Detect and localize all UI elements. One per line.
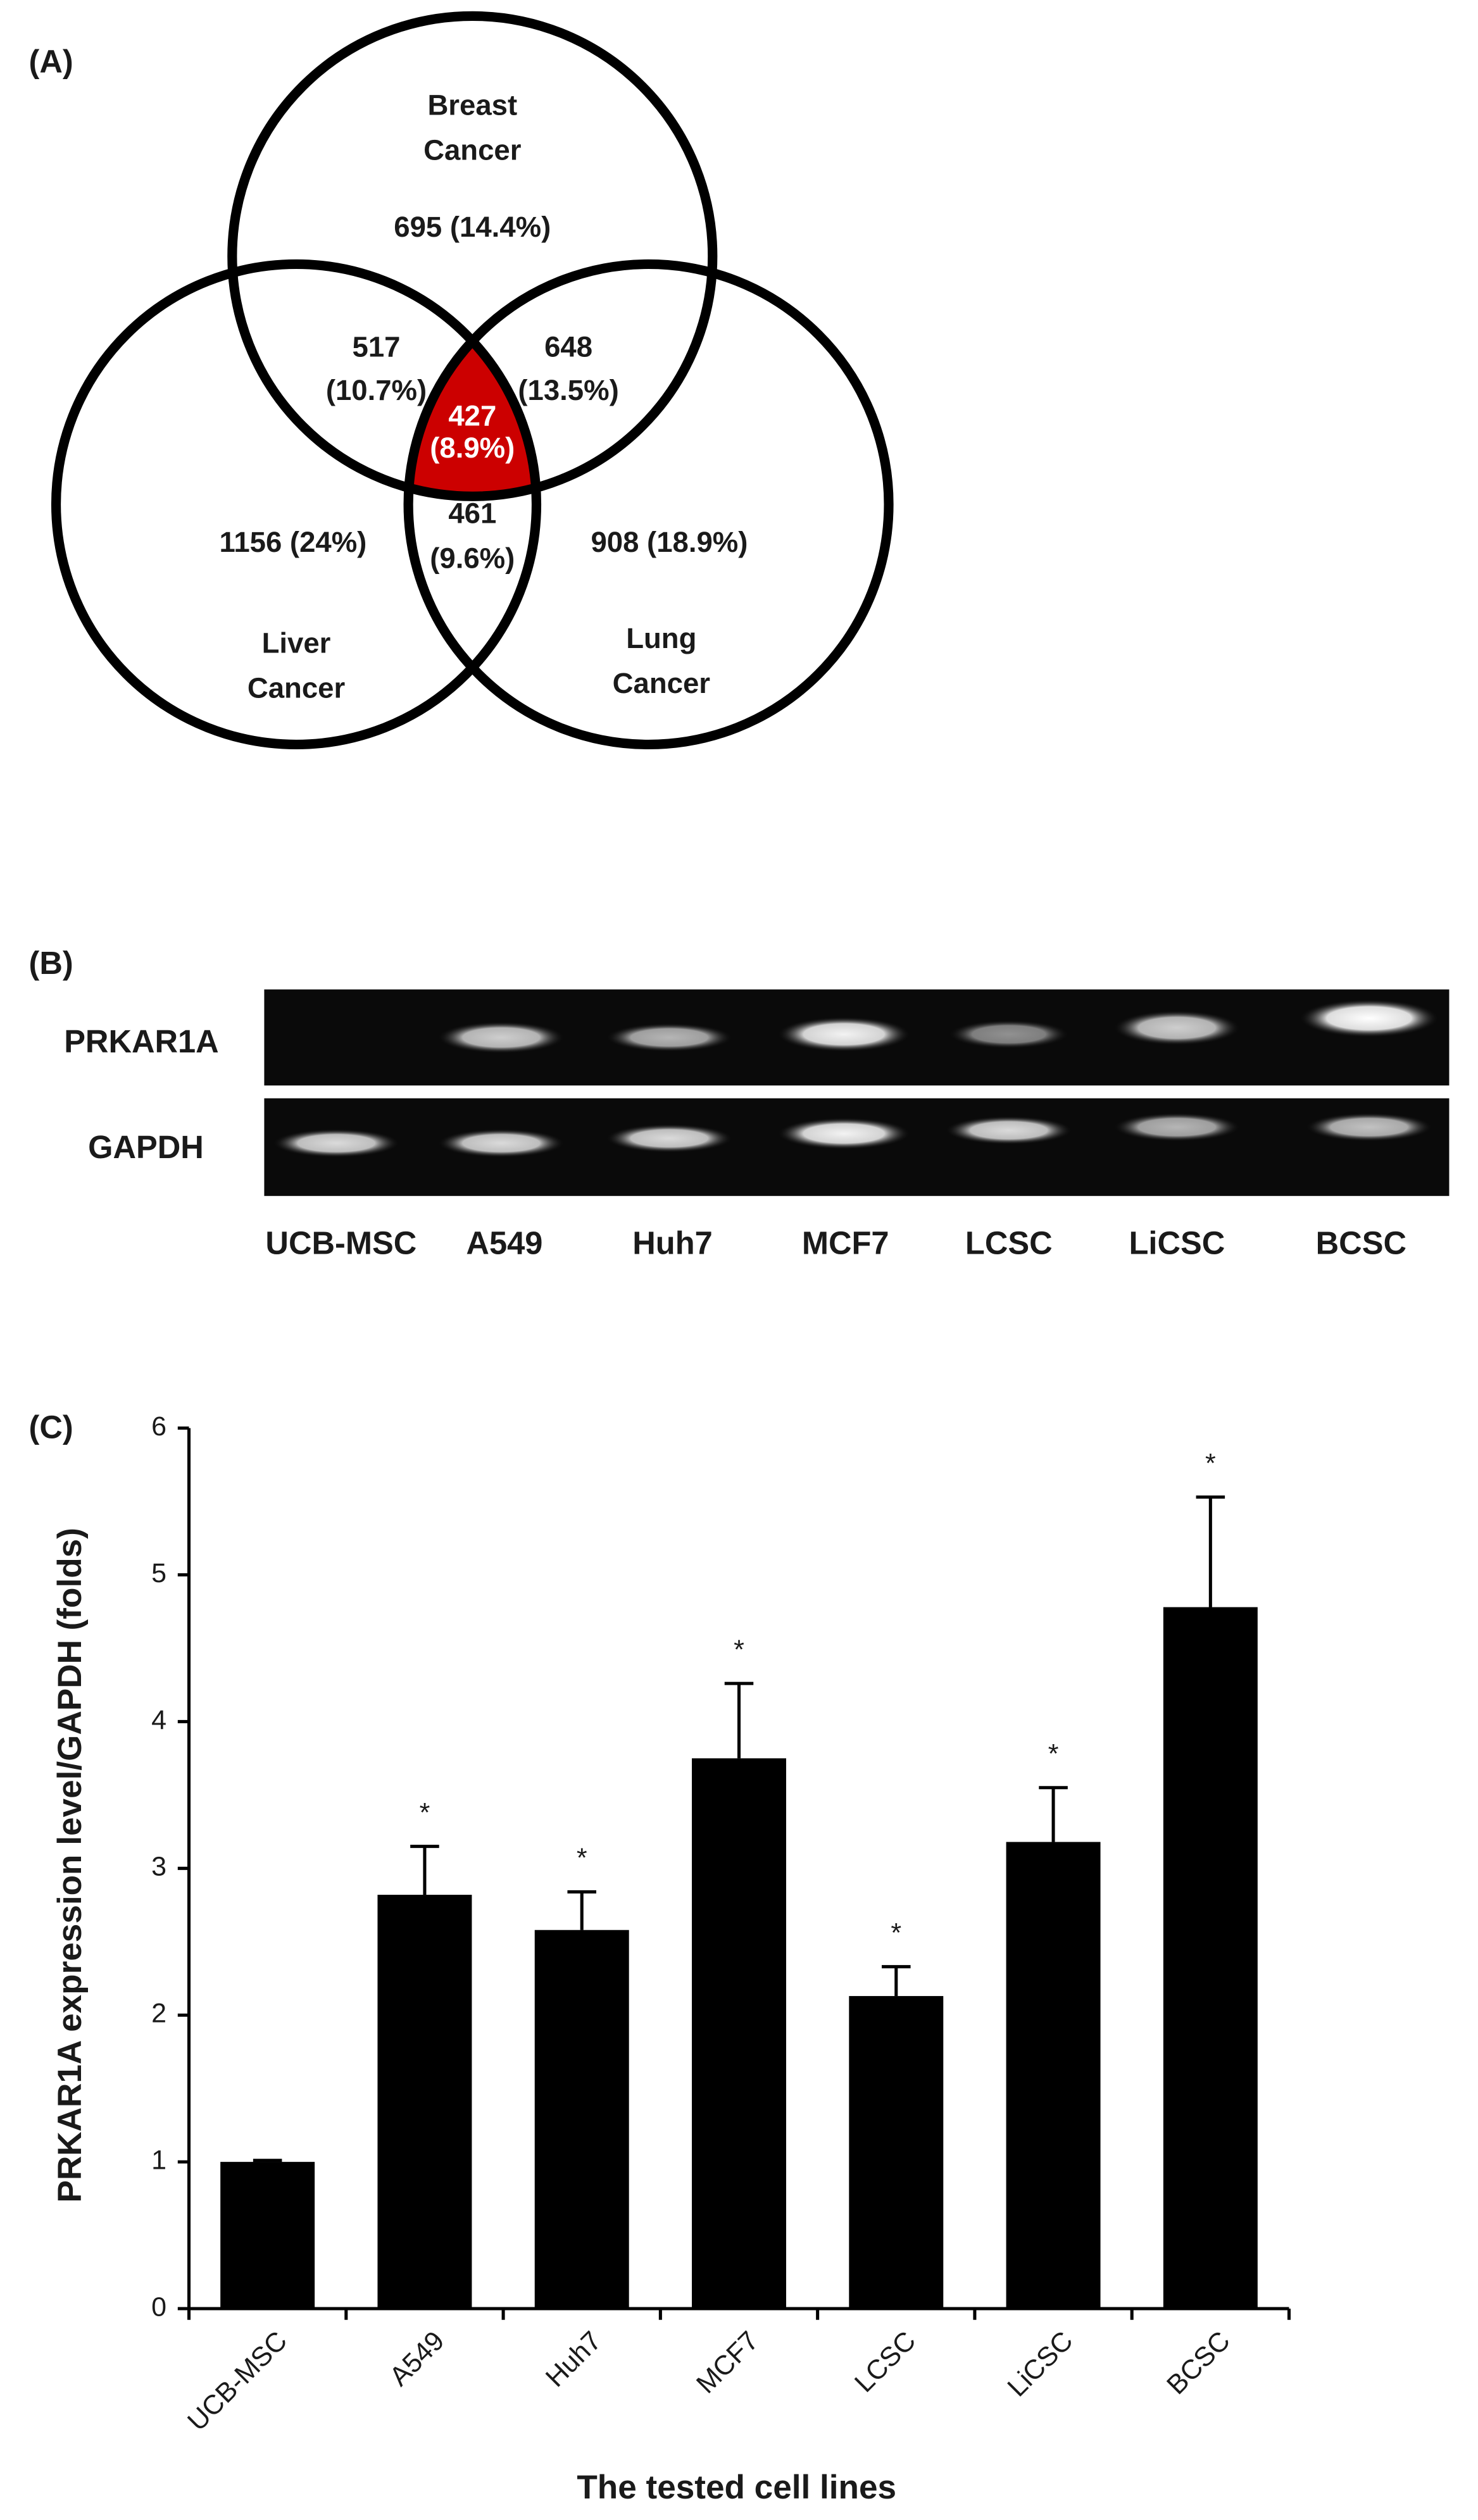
band xyxy=(1298,999,1440,1038)
lane-label: UCB-MSC xyxy=(265,1225,416,1261)
region-label: (10.7%) xyxy=(326,374,427,406)
x-tick-label: A549 xyxy=(384,2326,450,2392)
region-label: 427 xyxy=(448,399,496,432)
band xyxy=(1113,1113,1241,1142)
x-tick-label: UCB-MSC xyxy=(182,2326,293,2437)
region-label: 517 xyxy=(353,331,401,363)
band xyxy=(776,1117,911,1150)
bar xyxy=(1163,1607,1258,2309)
plot: 0 1 2 3 4 5 6 UCB-MSC A549 * Huh7 * MCF7 * LCSC * LiCSC *… xyxy=(151,1411,1291,2437)
lane-label: BCSC xyxy=(1316,1225,1406,1261)
lung-circle xyxy=(403,259,894,749)
band xyxy=(605,1023,734,1052)
region-label: 1156 (24%) xyxy=(220,526,367,558)
lane-label: Huh7 xyxy=(632,1225,712,1261)
bar xyxy=(1006,1842,1101,2309)
y-tick-label: 3 xyxy=(151,1852,166,1882)
region-label: 461 xyxy=(448,497,496,530)
set-label: Lung xyxy=(626,622,696,654)
bar xyxy=(849,1996,944,2309)
band xyxy=(1113,1010,1241,1046)
lane-label: A549 xyxy=(466,1225,542,1261)
lane-label: MCF7 xyxy=(802,1225,889,1261)
set-label: Cancer xyxy=(613,667,711,699)
venn-circles xyxy=(51,11,894,749)
band xyxy=(776,1016,911,1052)
lane-label: LiCSC xyxy=(1129,1225,1225,1261)
band xyxy=(437,1021,566,1054)
y-axis-title: PRKAR1A expression level/GAPDH (folds) xyxy=(51,1528,89,2202)
bar xyxy=(220,2162,315,2309)
panel-label: (C) xyxy=(29,1409,73,1445)
significance: * xyxy=(420,1797,430,1828)
x-tick-label: LCSC xyxy=(849,2326,922,2398)
y-tick-label: 5 xyxy=(151,1558,166,1588)
band xyxy=(272,1128,401,1158)
band xyxy=(437,1128,566,1158)
region-label: (9.6%) xyxy=(430,542,515,575)
bar xyxy=(534,1930,629,2309)
region-label: 908 (18.9%) xyxy=(591,526,748,558)
lane-label: LCSC xyxy=(965,1225,1053,1261)
significance: * xyxy=(1048,1739,1059,1769)
panel-label: (B) xyxy=(29,945,73,981)
region-label: 648 xyxy=(544,331,592,363)
y-tick-label: 6 xyxy=(151,1411,166,1442)
breast-circle xyxy=(227,11,718,501)
set-label: Cancer xyxy=(423,134,522,166)
band xyxy=(1305,1113,1434,1142)
panel-label: (A) xyxy=(29,44,73,80)
set-label: Cancer xyxy=(247,671,346,704)
region-label: (13.5%) xyxy=(518,374,618,406)
x-tick-label: MCF7 xyxy=(691,2326,765,2400)
y-tick-label: 4 xyxy=(151,1705,166,1735)
band xyxy=(605,1123,734,1153)
y-tick-label: 2 xyxy=(151,1999,166,2029)
region-label: (8.9%) xyxy=(430,432,515,464)
significance: * xyxy=(734,1635,744,1665)
significance: * xyxy=(577,1843,587,1873)
significance: * xyxy=(1205,1448,1216,1478)
row-label: PRKAR1A xyxy=(64,1023,219,1059)
y-tick-label: 1 xyxy=(151,2145,166,2175)
significance: * xyxy=(891,1918,901,1948)
set-label: Liver xyxy=(262,627,331,659)
gel-bands xyxy=(272,999,1440,1158)
y-tick-label: 0 xyxy=(151,2292,166,2322)
bar xyxy=(377,1895,472,2309)
x-tick-label: LiCSC xyxy=(1002,2326,1079,2403)
band xyxy=(948,1020,1070,1049)
set-label: Breast xyxy=(427,89,517,122)
lane-labels: UCB-MSC A549 Huh7 MCF7 LCSC LiCSC BCSC xyxy=(265,1225,1406,1261)
liver-circle xyxy=(51,259,542,749)
band xyxy=(944,1116,1073,1145)
row-label: GAPDH xyxy=(88,1129,204,1165)
x-axis-title: The tested cell lines xyxy=(577,2469,896,2506)
region-label: 695 (14.4%) xyxy=(394,211,551,243)
x-tick-label: Huh7 xyxy=(540,2326,608,2393)
bar xyxy=(692,1758,786,2309)
x-tick-label: BCSC xyxy=(1161,2326,1236,2400)
